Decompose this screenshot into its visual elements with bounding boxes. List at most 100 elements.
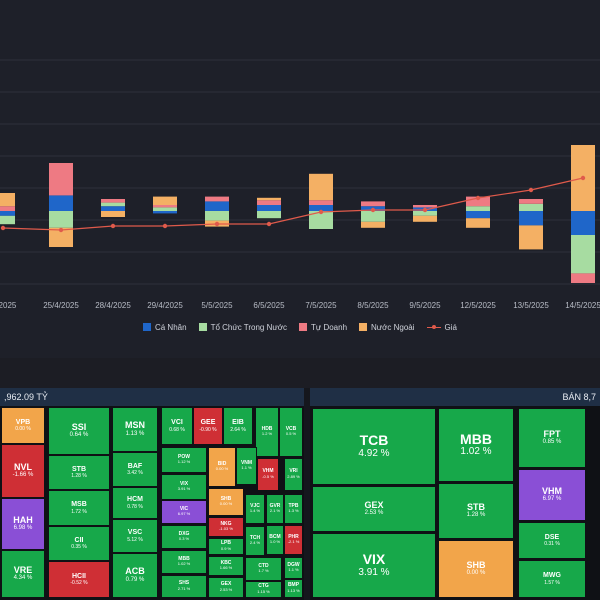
ticker-label: POW [178, 453, 190, 460]
heatmap-tile-nvl[interactable]: NVL -1.66 % [1, 444, 45, 498]
heatmap-tile-shb[interactable]: SHB 0.00 % [208, 488, 244, 516]
heatmap-tile-cii[interactable]: CII 0.35 % [48, 526, 110, 561]
heatmap-tile-pow[interactable]: POW 1.12 % [161, 447, 207, 473]
heatmap-tile-dgw[interactable]: DGW 1.1 % [284, 557, 303, 579]
heatmap-tile-tpb[interactable]: TPB 1.3 % [284, 494, 303, 524]
heatmap-tile-shb[interactable]: SHB 0.00 % [438, 540, 514, 598]
heatmap-tile-stb[interactable]: STB 1.28 % [438, 483, 514, 539]
buy-heatmap-panel: ,962.09 TỶ VPB 0.00 % NVL -1.66 % HAH 6.98 % V… [0, 388, 304, 600]
heatmap-tile-dse[interactable]: DSE 0.31 % [518, 522, 586, 559]
heatmap-section: ,962.09 TỶ VPB 0.00 % NVL -1.66 % HAH 6.98 % V… [0, 388, 600, 600]
bar-2-6 [309, 200, 333, 205]
heatmap-tile-stb[interactable]: STB 1.28 % [48, 455, 110, 490]
heatmap-tile-vcb[interactable]: VCB 0.5 % [279, 407, 303, 457]
ticker-label: HCII [72, 572, 86, 580]
legend-item-nuoc-ngoai[interactable]: Nước Ngoài [359, 319, 415, 335]
price-point-5 [266, 221, 272, 227]
ticker-label: MBB [178, 555, 190, 562]
heatmap-tile-mbb[interactable]: MBB 1.02 % [438, 408, 514, 482]
heatmap-tile-eib[interactable]: EIB 2.64 % [223, 407, 253, 445]
heatmap-tile-ssi[interactable]: SSI 0.64 % [48, 407, 110, 455]
heatmap-tile-dxg[interactable]: DXG 0.3 % [161, 525, 207, 549]
heatmap-tile-vix[interactable]: VIX 3.91 % [161, 474, 207, 500]
heatmap-tile-vpb[interactable]: VPB 0.00 % [1, 407, 45, 444]
heatmap-tile-kbc[interactable]: KBC 1.66 % [208, 556, 244, 576]
bar-3-1 [49, 227, 73, 247]
bar-2-5 [257, 200, 281, 205]
heatmap-tile-bid[interactable]: BID 0.00 % [208, 447, 236, 487]
heatmap-tile-ctg[interactable]: CTG 1.15 % [245, 581, 282, 598]
heatmap-tile-hdb[interactable]: HDB 1.2 % [255, 407, 279, 457]
heatmap-tile-baf[interactable]: BAF 3.42 % [112, 452, 158, 487]
percent-change: 0.68 % [169, 426, 185, 433]
heatmap-tile-hah[interactable]: HAH 6.98 % [1, 498, 45, 550]
ticker-label: CTD [258, 562, 269, 569]
legend-item-to-chuc[interactable]: Tổ Chức Trong Nước [198, 319, 287, 335]
heatmap-tile-acb[interactable]: ACB 0.79 % [112, 553, 158, 598]
heatmap-tile-tcb[interactable]: TCB 4.92 % [312, 408, 436, 485]
chart-panel: /4/2025 25/4/2025 28/4/2025 29/4/2025 5/5/20… [0, 59, 600, 335]
percent-change: 6.98 % [13, 525, 33, 532]
heatmap-tile-phr[interactable]: PHR -2.1 % [284, 525, 303, 555]
bar-0-0 [0, 211, 15, 216]
heatmap-tile-hcm[interactable]: HCM 0.78 % [112, 487, 158, 519]
percent-change: 0.85 % [542, 439, 562, 446]
heatmap-tile-bmp[interactable]: BMP 1.13 % [284, 579, 303, 598]
percent-change: 1.57 % [544, 579, 560, 586]
heatmap-tile-mwg[interactable]: MWG 1.57 % [518, 560, 586, 598]
legend-item-tu-doanh[interactable]: Tự Doanh [298, 319, 347, 335]
percent-change: -0.5 % [262, 473, 274, 479]
heatmap-tile-vre[interactable]: VRE 4.34 % [1, 550, 45, 598]
heatmap-tile-vjc[interactable]: VJC 1.4 % [245, 494, 265, 524]
heatmap-tile-vhm[interactable]: VHM 6.97 % [518, 469, 586, 521]
legend-item-ca-nhan[interactable]: Cá Nhân [142, 319, 187, 335]
heatmap-tile-gee[interactable]: GEE -0.90 % [193, 407, 223, 445]
heatmap-tile-nkg[interactable]: NKG -1.03 % [208, 517, 244, 537]
heatmap-tile-msn[interactable]: MSN 1.13 % [112, 407, 158, 452]
heatmap-tile-gvr[interactable]: GVR 2.1 % [266, 494, 284, 524]
heatmap-tile-vnm[interactable]: VNM 1.1 % [236, 447, 257, 485]
ticker-label: BAF [127, 462, 143, 470]
percent-change: 5.12 % [127, 536, 143, 543]
heatmap-tile-msb[interactable]: MSB 1.72 % [48, 490, 110, 526]
percent-change: -2.1 % [287, 539, 300, 545]
heatmap-tile-hcii[interactable]: HCII -0.52 % [48, 561, 110, 598]
bar-2-8 [413, 205, 437, 208]
percent-change: 2.53 % [219, 586, 233, 592]
heatmap-tile-tch[interactable]: TCH 2.4 % [245, 526, 265, 556]
heatmap-tile-mbb[interactable]: MBB 1.02 % [161, 550, 207, 574]
percent-change: 6.97 % [542, 496, 562, 503]
buy-heatmap: VPB 0.00 % NVL -1.66 % HAH 6.98 % VRE 4.34 % SSI… [0, 406, 304, 600]
x-tick-label: 12/5/2025 [460, 301, 496, 310]
price-point-1 [58, 227, 64, 233]
heatmap-tile-vri[interactable]: VRI 2.89 % [284, 458, 303, 491]
percent-change: 0.5 % [285, 431, 297, 437]
percent-change: 2.1 % [269, 508, 281, 514]
heatmap-tile-shs[interactable]: SHS 2.71 % [161, 575, 207, 598]
percent-change: 0.00 % [466, 570, 486, 577]
ticker-label: VIC [179, 505, 189, 512]
heatmap-tile-vix[interactable]: VIX 3.91 % [312, 533, 436, 598]
price-point-9 [475, 195, 481, 201]
percent-change: 3.91 % [358, 566, 390, 578]
legend-label: Nước Ngoài [371, 322, 415, 332]
legend-item-gia[interactable]: Giá [426, 319, 457, 335]
heatmap-tile-lpb[interactable]: LPB 0.9 % [208, 538, 244, 555]
percent-change: -1.03 % [219, 526, 233, 532]
price-point-3 [162, 223, 168, 229]
heatmap-tile-ctd[interactable]: CTD 1.7 % [245, 557, 282, 581]
heatmap-tile-gex[interactable]: GEX 2.53 % [208, 577, 244, 598]
x-tick-label: /4/2025 [0, 301, 17, 310]
bar-1-5 [257, 211, 281, 219]
heatmap-tile-fpt[interactable]: FPT 0.85 % [518, 408, 586, 468]
heatmap-tile-vsc[interactable]: VSC 5.12 % [112, 519, 158, 553]
ticker-label: EIB [232, 419, 244, 427]
bar-1-9 [466, 206, 490, 211]
heatmap-tile-vic[interactable]: VIC 6.97 % [161, 500, 207, 524]
heatmap-tile-vhm[interactable]: VHM -0.5 % [257, 458, 279, 491]
heatmap-tile-gex[interactable]: GEX 2.53 % [312, 486, 436, 532]
x-tick-label: 14/5/2025 [565, 301, 600, 310]
ticker-label: VCI [171, 419, 183, 427]
heatmap-tile-vci[interactable]: VCI 0.68 % [161, 407, 193, 445]
heatmap-tile-bcm[interactable]: BCM 1.0 % [266, 525, 284, 555]
